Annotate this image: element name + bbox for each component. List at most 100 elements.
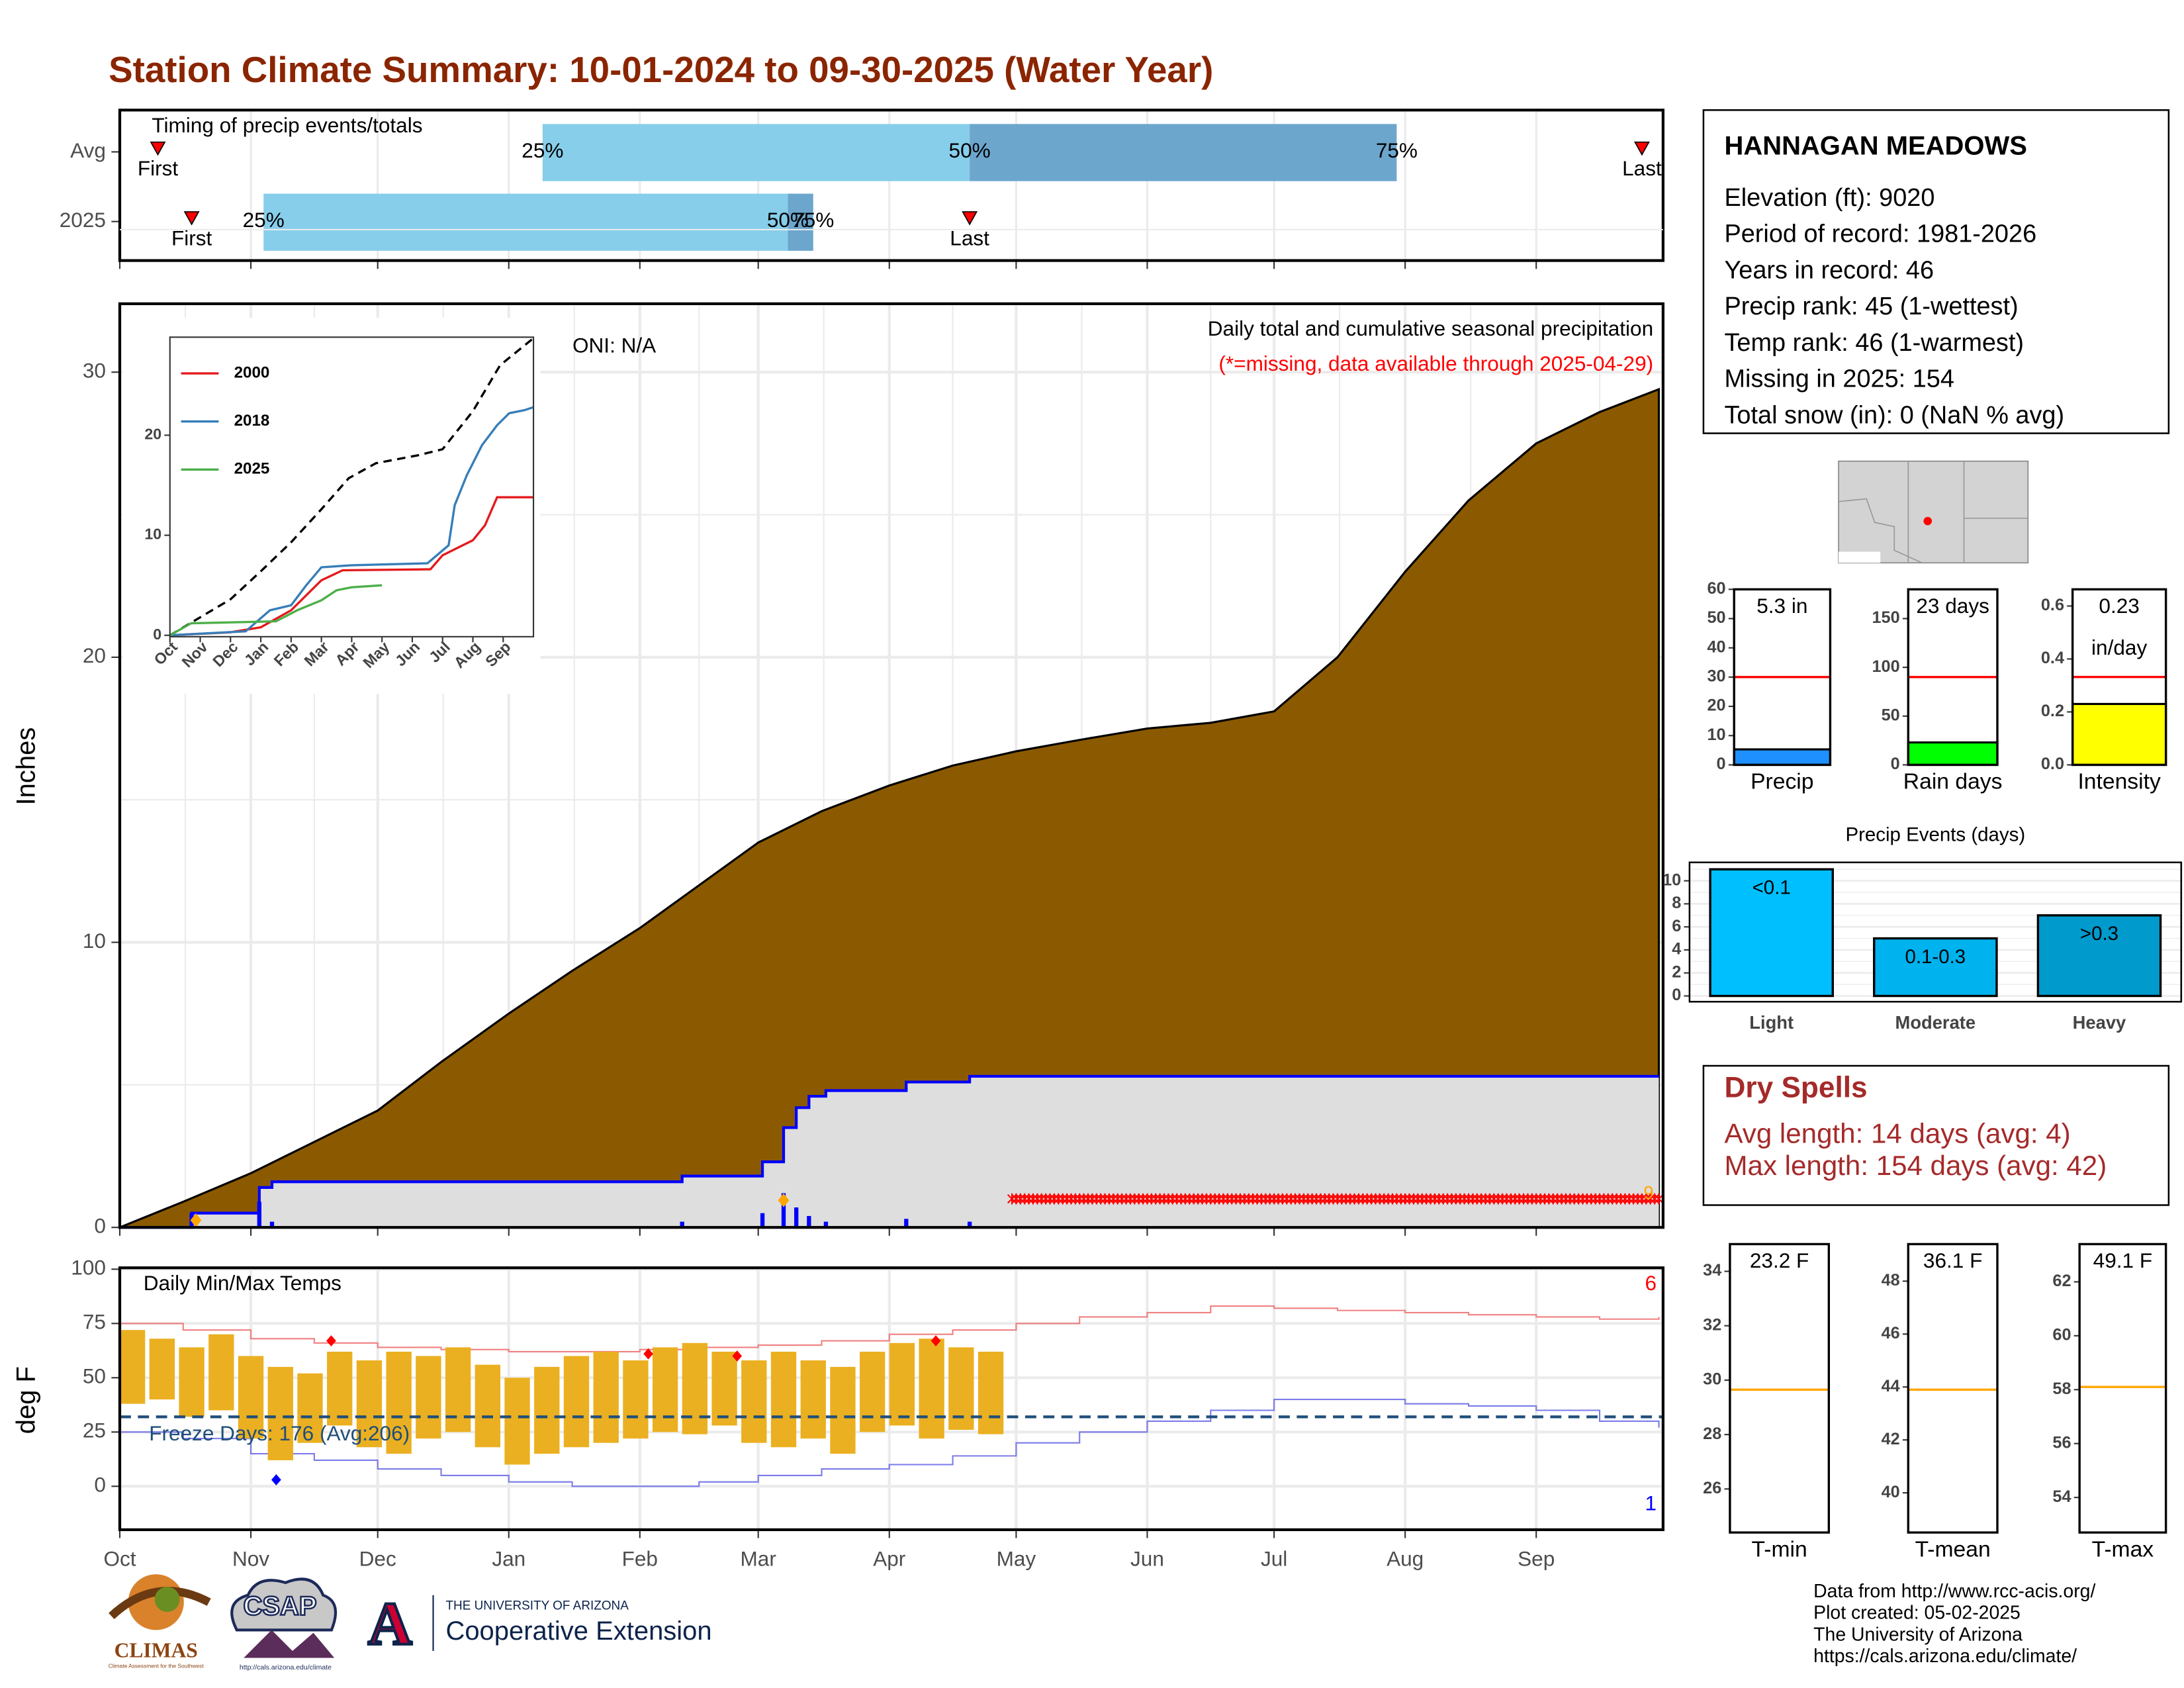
y-tick-label: 6	[1672, 917, 1681, 935]
oni-label: ONI: N/A	[572, 333, 656, 357]
low-count: 1	[1645, 1491, 1657, 1515]
temp-range-bar	[860, 1351, 886, 1432]
temp-range-bar	[267, 1366, 293, 1460]
temp-range-bar	[386, 1351, 412, 1454]
temp-range-bar	[623, 1360, 649, 1439]
current-cumulative-line	[119, 1074, 1659, 1229]
y-tick-label: 40	[1707, 637, 1725, 656]
series-line	[169, 584, 383, 637]
temp-range-bar	[770, 1351, 797, 1448]
y-tick-label: 20	[144, 426, 161, 443]
station-info: Missing in 2025: 154	[1724, 365, 1954, 393]
temp-range-bar	[741, 1360, 767, 1443]
y-tick-label: 0.6	[2041, 596, 2064, 614]
y-tick-label: 54	[2052, 1487, 2071, 1506]
station-box	[1702, 109, 2170, 434]
temp-range-bar	[356, 1360, 383, 1448]
y-tick-label: 100	[1872, 657, 1900, 676]
temp-range-bar	[563, 1356, 590, 1448]
gauge-x-label: Precip	[1751, 770, 1813, 794]
temp-range-bar	[504, 1378, 530, 1465]
gauge-x-label: Rain days	[1903, 770, 2003, 794]
gauge-frame	[1907, 588, 1999, 767]
gauge-value-label: 36.1 F	[1923, 1248, 1982, 1272]
current-cumulative-fill	[119, 1076, 1659, 1228]
daily-bar	[807, 1215, 811, 1228]
y-tick-label: 34	[1703, 1261, 1721, 1280]
station-info: Elevation (ft): 9020	[1724, 184, 1934, 212]
csap-url: http://cals.arizona.edu/climate	[240, 1664, 332, 1671]
gauge-bar	[1907, 741, 1999, 767]
extension-name: Cooperative Extension	[445, 1617, 711, 1646]
station-info: Total snow (in): 0 (NaN % avg)	[1724, 401, 2064, 429]
y-tick-label: 30	[83, 359, 106, 383]
temp-range-bar	[297, 1373, 323, 1443]
daily-bar	[967, 1221, 972, 1228]
y-axis-label: deg F	[12, 1366, 41, 1434]
y-tick-label: 62	[2052, 1272, 2071, 1290]
event-label: Last	[1622, 156, 1662, 180]
y-tick-label: 30	[1703, 1370, 1721, 1389]
y-tick-label: 60	[1707, 579, 1725, 598]
gauge-frame	[2071, 588, 2167, 767]
y-tick-label: 42	[1882, 1430, 1900, 1448]
x-tick-label: Light	[1749, 1012, 1794, 1033]
row-label: Avg	[70, 138, 106, 162]
panel-subtitle: Timing of precip events/totals	[152, 113, 422, 137]
x-tick-label: Dec	[359, 1547, 396, 1571]
quartile-label: 25%	[522, 138, 563, 162]
station-info: Years in record: 46	[1724, 256, 1934, 284]
record-marker	[931, 1335, 941, 1346]
legend-label: 2000	[234, 363, 270, 381]
y-tick-label: 30	[1707, 667, 1725, 686]
event-marker	[150, 141, 166, 156]
bar	[2036, 914, 2162, 998]
y-tick-label: 50	[1882, 706, 1900, 724]
x-tick-label: Nov	[232, 1547, 269, 1571]
gauge-x-label: T-mean	[1915, 1537, 1991, 1562]
climas-logo: CLIMAS	[114, 1638, 198, 1662]
temp-range-bar	[149, 1338, 175, 1400]
panel-title: Precip Events (days)	[1845, 824, 2025, 846]
y-tick-label: 0	[94, 1473, 106, 1497]
gauge-value-label: 23.2 F	[1750, 1248, 1809, 1272]
bar	[1873, 937, 1998, 998]
y-tick-label: 20	[1707, 696, 1725, 715]
record-marker	[643, 1348, 653, 1360]
temp-range-bar	[682, 1342, 708, 1434]
quartile-label: 75%	[792, 208, 834, 232]
credit-line: The University of Arizona	[1813, 1624, 2023, 1645]
quartile-label: 50%	[767, 208, 809, 232]
y-tick-label: 44	[1882, 1377, 1900, 1395]
x-tick-label: Mar	[741, 1547, 776, 1571]
gauge-bg	[2079, 1244, 2166, 1533]
x-tick-label: Oct	[103, 1547, 136, 1571]
temp-range-bar	[475, 1364, 500, 1448]
daily-bar	[794, 1207, 799, 1228]
record-marker	[326, 1335, 336, 1346]
daily-bar	[760, 1213, 765, 1228]
temp-range-bar	[593, 1351, 619, 1443]
x-tick-label: Moderate	[1895, 1012, 1976, 1033]
quartile-label: 25%	[243, 208, 285, 232]
panel-label: Daily total and cumulative seasonal prec…	[1208, 316, 1653, 340]
quartile-bar	[263, 193, 788, 251]
y-tick-label: 0.4	[2041, 649, 2064, 667]
temp-range-bar	[889, 1342, 915, 1426]
legend-label: 2018	[234, 412, 270, 430]
series-line	[169, 337, 534, 637]
bar-label: 0.1-0.3	[1905, 946, 1966, 968]
logos: CLIMAS Climate Assessment for the Southw…	[109, 1574, 712, 1671]
temp-range-bar	[534, 1366, 560, 1454]
temp-range-bar	[919, 1338, 944, 1439]
y-tick-label: 0	[94, 1214, 106, 1238]
y-tick-label: 50	[1707, 608, 1725, 627]
temp-range-bar	[119, 1330, 146, 1404]
quartile-label: 50%	[949, 138, 991, 162]
temp-range-bar	[179, 1347, 205, 1417]
missing-markers	[1007, 1193, 1664, 1205]
quartile-bar	[788, 193, 813, 251]
y-tick-label: 28	[1703, 1425, 1721, 1443]
